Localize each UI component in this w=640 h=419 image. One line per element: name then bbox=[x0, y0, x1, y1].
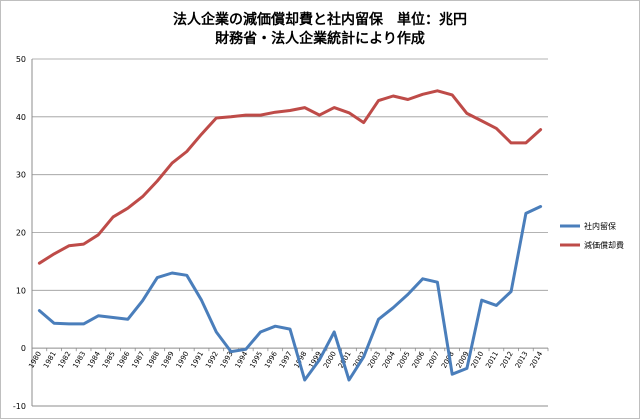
legend-label: 減価償却費 bbox=[584, 240, 624, 250]
x-tick-label: 1987 bbox=[130, 350, 146, 369]
x-tick-label: 1996 bbox=[263, 350, 279, 370]
x-tick-label: 1983 bbox=[71, 350, 87, 369]
x-tick-label: 1982 bbox=[57, 350, 73, 369]
x-tick-label: 1991 bbox=[189, 350, 205, 369]
x-tick-label: 2005 bbox=[396, 350, 412, 369]
y-tick-label: 30 bbox=[16, 171, 26, 180]
axes bbox=[31, 59, 549, 407]
y-tick-label: 0 bbox=[21, 344, 26, 353]
x-tick-label: 2010 bbox=[470, 350, 486, 369]
x-tick-label: 2012 bbox=[499, 350, 515, 369]
y-tick-label: 20 bbox=[16, 229, 26, 238]
x-tick-label: 1992 bbox=[204, 350, 220, 369]
x-tick-label: 2004 bbox=[381, 350, 397, 370]
y-tick-labels: -10 0 10 20 30 40 50 bbox=[13, 55, 26, 411]
x-tick-label: 1997 bbox=[278, 350, 294, 369]
x-tick-label: 1994 bbox=[234, 350, 250, 370]
x-tick-label: 1995 bbox=[248, 350, 264, 369]
x-tick-label: 1986 bbox=[116, 350, 132, 370]
series-lines bbox=[37, 89, 543, 382]
x-tick-label: 1988 bbox=[145, 350, 161, 369]
x-tick-label: 2011 bbox=[484, 350, 500, 369]
x-tick-label: 1985 bbox=[101, 350, 117, 369]
y-tick-label: 10 bbox=[16, 286, 26, 295]
x-tick-label: 1984 bbox=[86, 350, 102, 370]
x-tick-label: 2013 bbox=[514, 350, 530, 369]
legend-label: 社内留保 bbox=[584, 221, 616, 231]
x-tick-label: 1980 bbox=[27, 350, 43, 369]
y-tick-label: -10 bbox=[13, 402, 26, 411]
y-tick-label: 40 bbox=[16, 113, 26, 122]
x-tick-label: 1990 bbox=[175, 350, 191, 369]
x-tick-label: 2006 bbox=[411, 350, 427, 370]
x-tick-label: 1981 bbox=[42, 350, 58, 369]
series-line bbox=[37, 205, 543, 382]
y-tick-label: 50 bbox=[16, 55, 26, 64]
chart-subtitle: 財務省・法人企業統計により作成 bbox=[215, 31, 425, 47]
chart-title: 法人企業の減価償却費と社内留保 単位：兆円 bbox=[173, 12, 467, 28]
x-tick-label: 2003 bbox=[366, 350, 382, 369]
x-tick-label: 1989 bbox=[160, 350, 176, 369]
x-tick-label: 1993 bbox=[219, 350, 235, 369]
x-tick-label: 2014 bbox=[529, 350, 545, 370]
series-line bbox=[37, 89, 543, 265]
x-tick-label: 2007 bbox=[425, 350, 441, 369]
